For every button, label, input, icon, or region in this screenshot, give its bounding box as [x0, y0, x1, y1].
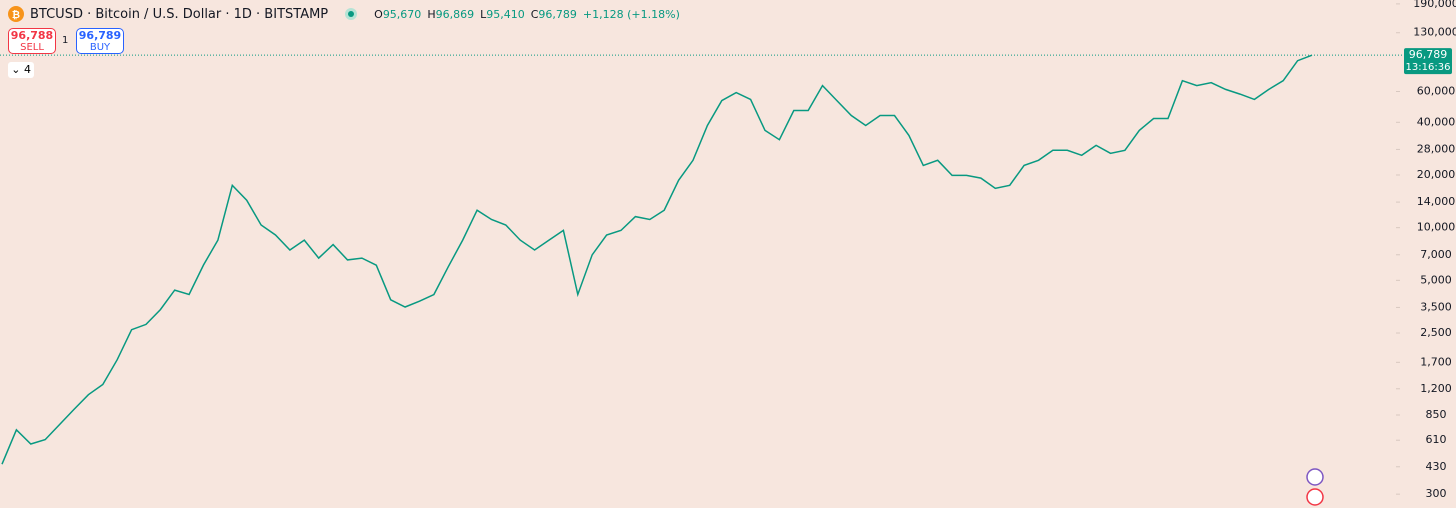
ohlc-value: 95,670 [382, 7, 422, 21]
y-tick-label: 300 [1426, 487, 1447, 500]
y-tick-label: 20,000 [1417, 168, 1456, 181]
y-tick-label: 10,000 [1417, 221, 1456, 234]
last-price-label: 96,789 [1409, 48, 1448, 61]
y-tick-label: 2,500 [1420, 326, 1452, 339]
y-tick-label: 14,000 [1417, 195, 1456, 208]
y-tick-label: 1,200 [1420, 382, 1452, 395]
last-price-box [1404, 48, 1452, 75]
ohlc-value: 96,789 [538, 7, 577, 21]
price-line [1, 54, 1313, 465]
y-tick-label: 40,000 [1417, 115, 1456, 128]
y-tick-label: 60,000 [1417, 84, 1456, 97]
ohlc-value: 96,869 [435, 7, 475, 21]
btc-icon: ₿ [8, 6, 24, 22]
buy-label: BUY [89, 42, 111, 53]
ohlc-item: L95,410 [480, 8, 525, 21]
ohlc-key: O [374, 7, 383, 21]
change: +1,128 (+1.18%) [582, 7, 680, 21]
buy-button[interactable]: 96,789 BUY [76, 28, 124, 54]
sell-price: 96,788 [10, 29, 54, 42]
ohlc-value: 95,410 [486, 7, 525, 21]
price-axis [1396, 0, 1456, 508]
ohlc-item: H96,869 [427, 8, 474, 21]
ohlc-key: C [530, 7, 539, 21]
y-tick-label: 7,000 [1420, 248, 1452, 261]
quantity: 1 [62, 35, 69, 46]
y-tick-label: 28,000 [1417, 142, 1456, 155]
flag-icon [1306, 488, 1324, 506]
ohlc: O95,670 H96,869 L95,410 C96,789 +1,128 (+1.1… [374, 8, 680, 21]
svg-text:₿: ₿ [12, 9, 20, 21]
header: ₿ BTCUSD · Bitcoin / U.S. Dollar · 1D · … [8, 6, 680, 22]
y-tick-label: 3,500 [1420, 300, 1452, 313]
ohlc-item: C96,789 [531, 8, 577, 21]
indicators-toggle[interactable]: ⌄ 4 [8, 62, 34, 78]
y-tick-label: 5,000 [1420, 273, 1452, 286]
ohlc-key: H [427, 7, 436, 21]
sell-button[interactable]: 96,788 SELL [8, 28, 56, 54]
symbol-title: BTCUSD · Bitcoin / U.S. Dollar · 1D · BI… [30, 6, 329, 22]
sell-label: SELL [20, 42, 44, 53]
status-dot [345, 8, 358, 20]
y-tick-label: 130,000 [1413, 26, 1456, 39]
y-tick-label: 430 [1426, 460, 1447, 473]
y-tick-label: 610 [1426, 433, 1447, 446]
event-icon [1306, 468, 1324, 486]
y-tick-label: 1,700 [1420, 355, 1452, 368]
buy-price: 96,789 [78, 29, 122, 42]
countdown: 13:16:36 [1406, 62, 1451, 73]
indicators-count: 4 [24, 63, 31, 76]
ohlc-key: L [480, 7, 487, 21]
y-tick-label: 850 [1426, 408, 1447, 421]
ohlc-item: O95,670 [374, 8, 421, 21]
y-tick-label: 190,000 [1413, 0, 1456, 10]
